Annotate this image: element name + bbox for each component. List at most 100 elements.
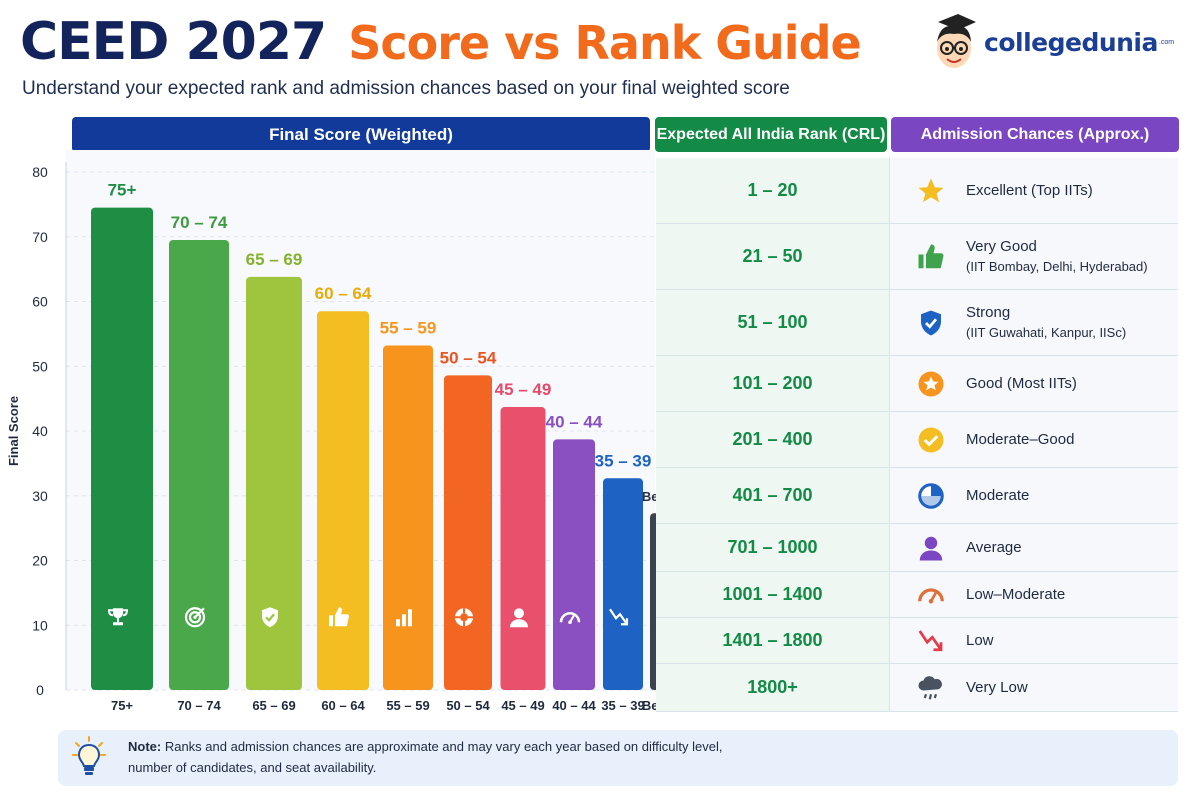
rank-range: 701 – 1000 xyxy=(656,524,890,571)
bar-chart-icon xyxy=(396,609,412,627)
bar-data-label: 35 – 39 xyxy=(595,451,652,470)
thumbs-up-icon xyxy=(914,240,948,274)
brand-suffix: .com xyxy=(1158,38,1175,46)
y-axis-label: Final Score xyxy=(6,396,21,466)
pie-icon xyxy=(914,479,948,513)
admission-chance: Low xyxy=(890,618,1178,663)
y-tick-label: 30 xyxy=(32,488,48,504)
bar xyxy=(444,375,492,690)
y-tick-label: 80 xyxy=(32,164,48,180)
x-tick-label: 35 – 39 xyxy=(601,698,644,713)
x-tick-label: 60 – 64 xyxy=(321,698,365,713)
table-row: 201 – 400 Moderate–Good xyxy=(656,412,1178,468)
chance-label: Moderate xyxy=(966,486,1030,504)
admission-chance: Strong (IIT Guwahati, Kanpur, IISc) xyxy=(890,290,1178,355)
admission-chance: Very Good (IIT Bombay, Delhi, Hyderabad) xyxy=(890,224,1178,289)
y-tick-label: 10 xyxy=(32,617,48,633)
bar xyxy=(91,207,153,691)
chance-detail: (IIT Bombay, Delhi, Hyderabad) xyxy=(966,258,1148,274)
trend-down-icon xyxy=(609,608,629,626)
chance-label: Average xyxy=(966,538,1022,556)
x-tick-label: 45 – 49 xyxy=(501,698,544,713)
page-title: CEED 2027 Score vs Rank Guide xyxy=(20,12,862,74)
bar xyxy=(500,407,546,690)
title-guide: Score vs Rank Guide xyxy=(348,16,861,70)
note-line2: number of candidates, and seat availabil… xyxy=(128,760,377,775)
rank-range: 21 – 50 xyxy=(656,224,890,289)
mascot-icon xyxy=(930,12,978,72)
trend-down-icon xyxy=(914,624,948,658)
admission-chance: Moderate–Good xyxy=(890,412,1178,467)
x-tick-label: 75+ xyxy=(111,698,133,713)
bar xyxy=(317,311,369,690)
rank-range: 1401 – 1800 xyxy=(656,618,890,663)
x-tick-label: Below 35 xyxy=(642,698,660,713)
chance-column-header: Admission Chances (Approx.) xyxy=(891,117,1179,152)
x-tick-label: 55 – 59 xyxy=(386,698,429,713)
brand-name: collegedunia xyxy=(984,27,1158,57)
check-circle-icon xyxy=(914,423,948,457)
bar-data-label: Below 35 xyxy=(642,489,660,504)
admission-chance: Good (Most IITs) xyxy=(890,356,1178,411)
chance-label: Very Low xyxy=(966,678,1028,696)
chance-label: Excellent (Top IITs) xyxy=(966,181,1093,199)
bar xyxy=(603,478,643,690)
bar-data-label: 60 – 64 xyxy=(315,284,372,303)
table-row: 1 – 20 Excellent (Top IITs) xyxy=(656,158,1178,224)
table-row: 1001 – 1400 Low–Moderate xyxy=(656,572,1178,618)
lightbulb-icon xyxy=(72,736,106,780)
shield-check-icon xyxy=(914,306,948,340)
bar-data-label: 70 – 74 xyxy=(171,213,228,232)
rank-column-header: Expected All India Rank (CRL) xyxy=(655,117,887,152)
y-tick-label: 0 xyxy=(36,682,44,698)
admission-chance: Very Low xyxy=(890,664,1178,711)
disclaimer-note: Note: Ranks and admission chances are ap… xyxy=(58,730,1178,786)
target-icon xyxy=(184,607,206,628)
score-column-header: Final Score (Weighted) xyxy=(72,117,650,152)
table-row: 101 – 200 Good (Most IITs) xyxy=(656,356,1178,412)
bar xyxy=(383,345,433,690)
x-tick-label: 70 – 74 xyxy=(177,698,221,713)
bar xyxy=(246,276,302,690)
y-tick-label: 70 xyxy=(32,229,48,245)
y-tick-label: 20 xyxy=(32,553,48,569)
rain-cloud-icon xyxy=(914,671,948,705)
rank-range: 51 – 100 xyxy=(656,290,890,355)
title-exam: CEED 2027 xyxy=(20,12,327,72)
bar xyxy=(553,439,595,690)
y-tick-label: 40 xyxy=(32,423,48,439)
bar-data-label: 55 – 59 xyxy=(380,319,437,338)
bar-data-label: 65 – 69 xyxy=(246,250,303,269)
admission-chance: Low–Moderate xyxy=(890,572,1178,617)
chance-label: Low xyxy=(966,631,994,649)
rank-range: 1 – 20 xyxy=(656,158,890,223)
admission-chance: Excellent (Top IITs) xyxy=(890,158,1178,223)
x-tick-label: 40 – 44 xyxy=(552,698,596,713)
rank-range: 201 – 400 xyxy=(656,412,890,467)
chance-label: Moderate–Good xyxy=(966,430,1075,448)
y-tick-label: 50 xyxy=(32,358,48,374)
trophy-icon xyxy=(107,608,129,626)
note-text: Note: Ranks and admission chances are ap… xyxy=(128,737,828,779)
gauge-icon xyxy=(914,578,948,612)
lifebuoy-icon xyxy=(455,608,473,627)
star-icon xyxy=(914,174,948,208)
chance-label: Good (Most IITs) xyxy=(966,374,1077,392)
rank-range: 401 – 700 xyxy=(656,468,890,523)
page-subtitle: Understand your expected rank and admiss… xyxy=(22,78,790,99)
table-row: 401 – 700 Moderate xyxy=(656,468,1178,524)
note-label: Note: xyxy=(128,739,162,755)
rank-range: 1800+ xyxy=(656,664,890,711)
thumbs-up-icon xyxy=(329,607,349,627)
chance-label: Low–Moderate xyxy=(966,585,1066,603)
brand-logo: collegedunia .com xyxy=(930,12,1174,72)
gauge-icon xyxy=(559,611,581,625)
x-tick-label: 65 – 69 xyxy=(252,698,295,713)
person-icon xyxy=(510,608,528,628)
chance-detail: (IIT Guwahati, Kanpur, IISc) xyxy=(966,324,1127,340)
chance-label: Strong xyxy=(966,304,1011,322)
rank-range: 101 – 200 xyxy=(656,356,890,411)
bar-data-label: 45 – 49 xyxy=(495,380,552,399)
star-badge-icon xyxy=(914,367,948,401)
bar-data-label: 75+ xyxy=(108,181,137,200)
